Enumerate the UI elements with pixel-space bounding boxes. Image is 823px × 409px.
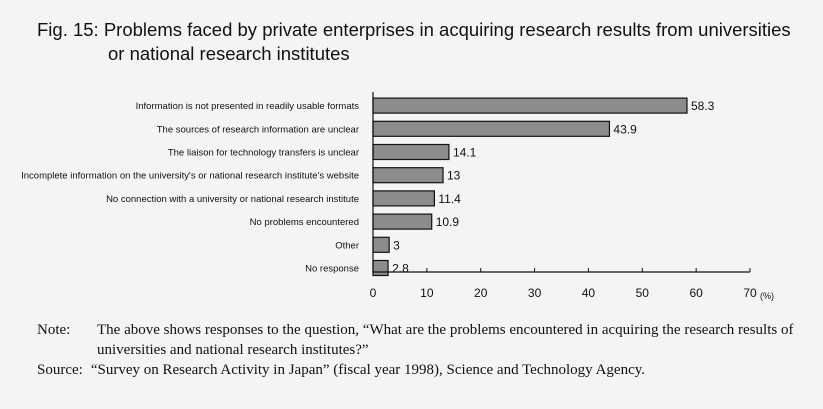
note-row: Note: The above shows responses to the q… [37, 320, 817, 360]
data-label: 10.9 [436, 215, 460, 229]
bar [372, 97, 688, 114]
category-label: No connection with a university or natio… [106, 194, 359, 205]
bar [372, 143, 450, 161]
category-label: Incomplete information on the university… [21, 171, 359, 182]
x-tick-label: 30 [528, 286, 542, 300]
x-tick-label: 60 [689, 286, 703, 300]
x-tick-label: 50 [636, 286, 650, 300]
data-label: 3 [393, 238, 400, 252]
bar [372, 120, 611, 137]
data-label: 58.3 [691, 99, 715, 113]
figure-title-line1: Fig. 15: Problems faced by private enter… [37, 19, 791, 40]
category-label: No response [305, 264, 359, 275]
data-label: 14.1 [453, 146, 477, 160]
x-tick-label: 20 [474, 286, 488, 300]
data-label: 13 [447, 169, 461, 183]
bar [372, 190, 435, 207]
note-text: The above shows responses to the questio… [97, 322, 794, 358]
bar [372, 259, 389, 277]
category-label: The sources of research information are … [157, 124, 359, 135]
category-label: Information is not presented in readily … [136, 101, 360, 112]
bar [372, 236, 390, 253]
category-label: Other [335, 240, 359, 251]
source-row: Source: “Survey on Research Activity in … [37, 360, 817, 380]
x-tick-label: 40 [582, 286, 596, 300]
x-tick-label: 10 [420, 286, 434, 300]
x-unit-label: (%) [760, 291, 774, 301]
data-label: 43.9 [613, 122, 637, 136]
note-label: Note: [37, 322, 71, 338]
bar [372, 167, 444, 184]
bar [372, 213, 433, 230]
x-tick-label: 0 [370, 286, 377, 300]
figure-title-line2: or national research institutes [108, 43, 350, 64]
x-tick-label: 70 [743, 286, 757, 300]
source-text: “Survey on Research Activity in Japan” (… [90, 362, 646, 378]
notes-block: Note: The above shows responses to the q… [37, 320, 817, 380]
data-label: 2.8 [392, 262, 409, 276]
category-label: The liaison for technology transfers is … [168, 148, 359, 159]
source-label: Source: [37, 362, 83, 378]
data-label: 11.4 [438, 192, 461, 206]
figure-title: Fig. 15: Problems faced by private enter… [37, 18, 817, 66]
category-label: No problems encountered [250, 217, 359, 228]
